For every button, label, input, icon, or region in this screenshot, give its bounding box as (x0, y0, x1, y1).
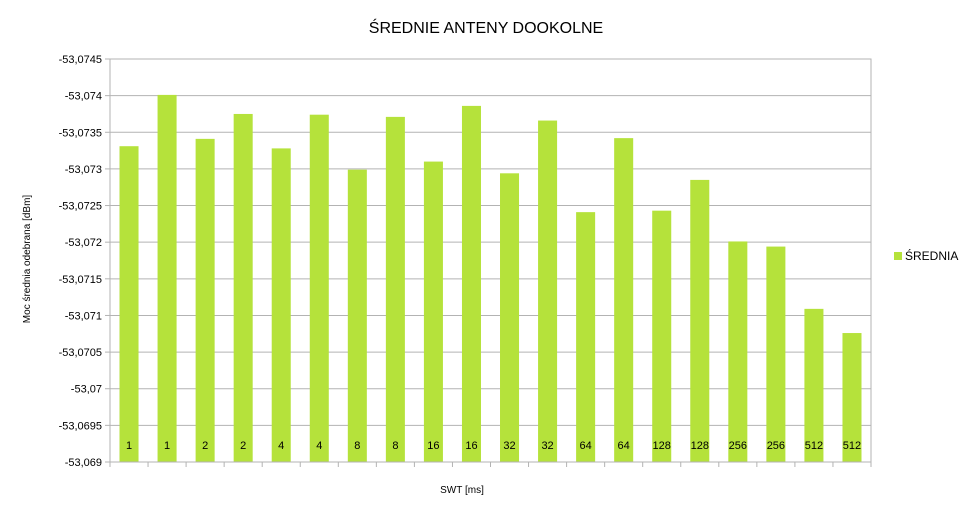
x-axis-label: SWT [ms] (440, 485, 484, 496)
bar (728, 241, 748, 462)
category-label: 128 (691, 440, 709, 452)
category-label: 16 (427, 440, 439, 452)
category-label: 8 (392, 440, 398, 452)
category-label: 2 (202, 440, 208, 452)
bar (233, 113, 253, 463)
y-tick-label: -53,0715 (59, 274, 102, 286)
category-label: 2 (240, 440, 246, 452)
category-labels: 1 1 2 2 4 4 8 8 16 16 32 32 64 64 128 128 256 256 512 512 (126, 440, 861, 452)
category-label: 4 (278, 440, 284, 452)
y-tick-label: -53,0735 (59, 127, 102, 139)
y-tick-label: -53,0745 (59, 54, 102, 66)
chart-title: ŚREDNIE ANTENY DOOKOLNE (369, 18, 603, 37)
y-tick-label: -53,071 (65, 310, 102, 322)
category-label: 32 (503, 440, 515, 452)
bar (690, 179, 710, 462)
bar (423, 161, 443, 462)
bar (538, 120, 558, 463)
bar (385, 116, 405, 463)
y-tick-label: -53,0705 (59, 347, 102, 359)
bar (766, 246, 786, 462)
y-axis-label: Moc średnia odebrana [dBm] (22, 195, 33, 324)
bar (347, 169, 367, 462)
y-tick-label: -53,074 (65, 91, 102, 103)
category-label: 16 (465, 440, 477, 452)
bars (119, 94, 862, 463)
y-axis-ticks: -53,069 -53,0695 -53,07 -53,0705 -53,071 -53,… (59, 54, 110, 469)
category-label: 1 (126, 440, 132, 452)
bar (500, 173, 520, 462)
category-label: 256 (767, 440, 785, 452)
y-tick-label: -53,072 (65, 237, 102, 249)
category-label: 256 (729, 440, 747, 452)
y-tick-label: -53,0725 (59, 201, 102, 213)
category-label: 32 (541, 440, 553, 452)
bar (271, 148, 291, 462)
bar (842, 333, 862, 462)
bar (804, 308, 824, 462)
bar (576, 212, 596, 462)
category-label: 8 (354, 440, 360, 452)
category-label: 1 (164, 440, 170, 452)
x-axis-ticks (109, 462, 872, 467)
bar (157, 94, 177, 463)
bar (461, 105, 481, 463)
category-label: 64 (618, 440, 630, 452)
y-tick-label: -53,0695 (59, 420, 102, 432)
category-label: 64 (580, 440, 592, 452)
bar (119, 146, 139, 462)
bar (614, 138, 634, 462)
legend-label: ŚREDNIA (905, 248, 958, 263)
legend-swatch (894, 252, 902, 260)
plot-area-frame (109, 58, 872, 463)
bar (195, 138, 215, 462)
bar (652, 210, 672, 462)
category-label: 512 (805, 440, 823, 452)
legend: ŚREDNIA (894, 248, 958, 263)
category-label: 4 (316, 440, 322, 452)
y-tick-label: -53,07 (71, 384, 102, 396)
category-label: 512 (843, 440, 861, 452)
gridlines (110, 58, 871, 463)
y-tick-label: -53,069 (65, 457, 102, 469)
category-label: 128 (653, 440, 671, 452)
y-tick-label: -53,073 (65, 164, 102, 176)
bar (309, 114, 329, 463)
